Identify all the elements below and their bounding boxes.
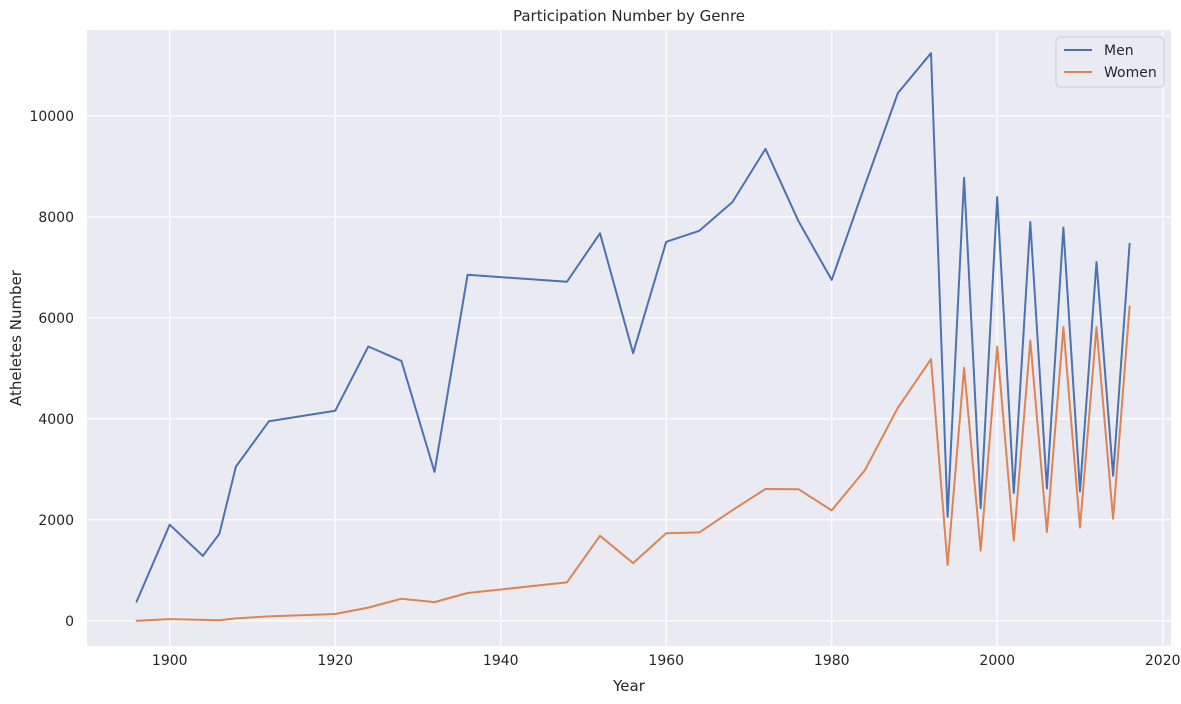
x-tick-label: 1960 [648, 653, 684, 669]
legend-label-men: Men [1104, 43, 1134, 59]
y-tick-label: 10000 [29, 109, 74, 125]
y-tick-label: 2000 [38, 513, 74, 529]
y-tick-label: 4000 [38, 412, 74, 428]
y-tick-label: 6000 [38, 311, 74, 327]
legend: Men Women [1055, 36, 1165, 88]
x-tick-label: 1900 [152, 653, 188, 669]
x-axis-ticks: 1900 1920 1940 1960 1980 2000 2020 [152, 653, 1181, 669]
y-tick-label: 0 [65, 614, 74, 630]
x-tick-label: 1920 [317, 653, 353, 669]
y-axis-ticks: 0 2000 4000 6000 8000 10000 [29, 109, 74, 630]
x-axis-label: Year [612, 677, 646, 695]
x-tick-label: 2000 [979, 653, 1015, 669]
x-tick-label: 1980 [814, 653, 850, 669]
y-axis-label: Atheletes Number [7, 269, 25, 406]
series-line-men [135, 52, 1131, 603]
series-lines [135, 52, 1131, 622]
x-tick-label: 2020 [1145, 653, 1181, 669]
x-gridlines [169, 30, 1164, 646]
x-tick-label: 1940 [483, 653, 519, 669]
legend-label-women: Women [1104, 65, 1157, 81]
series-line-women [135, 305, 1131, 622]
chart-title: Participation Number by Genre [513, 7, 745, 25]
y-tick-label: 8000 [38, 210, 74, 226]
